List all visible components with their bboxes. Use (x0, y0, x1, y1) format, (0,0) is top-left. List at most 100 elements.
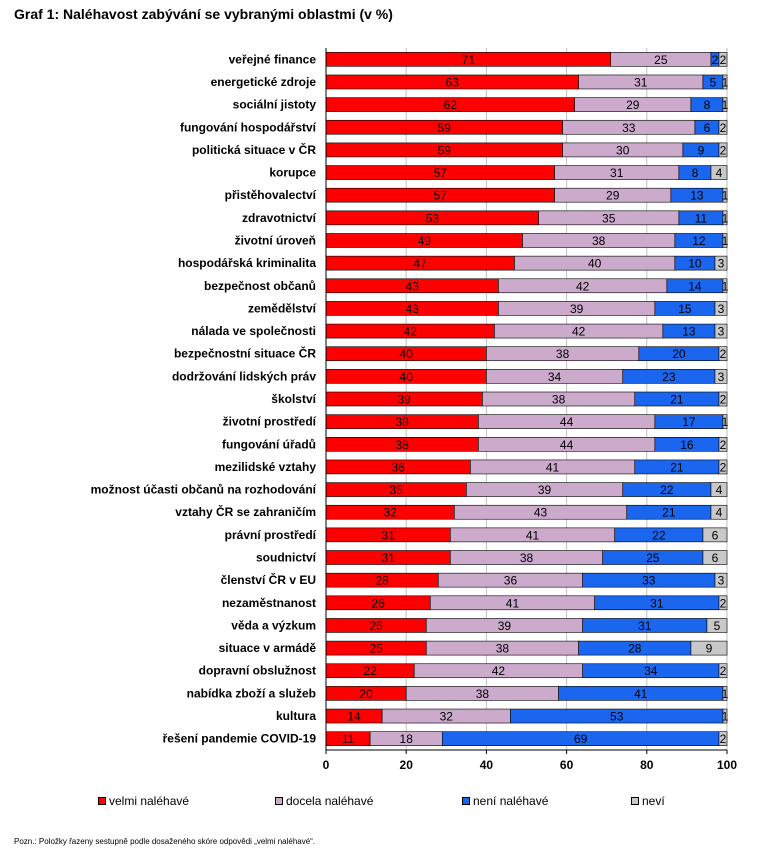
data-label: 3 (718, 370, 725, 384)
data-label: 31 (650, 596, 664, 610)
data-label: 1 (722, 279, 729, 293)
data-label: 41 (506, 596, 520, 610)
data-label: 42 (572, 325, 586, 339)
data-label: 40 (588, 257, 602, 271)
category-label: vztahy ČR se zahraničím (175, 504, 316, 519)
legend-item: není naléhavé (462, 794, 548, 808)
data-label: 10 (688, 257, 702, 271)
category-label: politická situace v ČR (192, 142, 316, 157)
data-label: 32 (383, 506, 397, 520)
legend-label: velmi naléhavé (109, 794, 190, 808)
bar-segment (706, 618, 728, 633)
bar-segment (722, 210, 728, 226)
x-tick-label: 0 (323, 758, 330, 772)
legend-swatch (98, 797, 106, 805)
category-label: kultura (276, 709, 316, 723)
data-label: 25 (369, 642, 383, 656)
data-label: 29 (626, 98, 640, 112)
data-label: 42 (576, 279, 590, 293)
data-label: 39 (570, 302, 584, 316)
legend-item: neví (631, 794, 665, 808)
data-label: 1 (722, 211, 729, 225)
data-label: 38 (396, 438, 410, 452)
data-label: 3 (718, 325, 725, 339)
footnote: Pozn.: Položky řazeny sestupně podle dos… (14, 837, 316, 846)
data-label: 47 (414, 257, 428, 271)
data-label: 62 (444, 98, 458, 112)
bar-segment (714, 255, 728, 271)
bar-segment (722, 686, 728, 701)
data-label: 17 (682, 415, 696, 429)
bar-segment (718, 731, 728, 746)
data-label: 29 (606, 189, 620, 203)
data-label: 23 (662, 370, 676, 384)
data-label: 9 (698, 143, 705, 157)
data-label: 53 (610, 710, 624, 724)
data-label: 12 (692, 234, 706, 248)
data-label: 41 (634, 687, 648, 701)
bar-segment (710, 165, 728, 180)
bar-segment (702, 527, 728, 543)
bars (325, 52, 728, 746)
data-label: 6 (712, 528, 719, 542)
data-label: 35 (389, 483, 403, 497)
bar-segment (722, 278, 728, 294)
data-label: 63 (446, 75, 460, 89)
chart-title: Graf 1: Naléhavost zabývání se vybranými… (14, 6, 393, 22)
data-label: 49 (418, 234, 432, 248)
category-label: nabídka zboží a služeb (187, 686, 316, 700)
bar-segment (722, 414, 728, 429)
bar-segment (690, 640, 728, 656)
data-label: 25 (369, 619, 383, 633)
data-label: 35 (602, 211, 616, 225)
legend: velmi naléhavé docela naléhavé není naléha… (0, 790, 780, 814)
data-label: 1 (722, 710, 729, 724)
data-label: 13 (682, 325, 696, 339)
data-label: 9 (706, 642, 713, 656)
category-label: dodržování lidských práv (172, 369, 316, 383)
data-label: 25 (654, 53, 668, 67)
data-label: 2 (720, 53, 727, 67)
data-label: 34 (548, 370, 562, 384)
data-label: 33 (642, 574, 656, 588)
category-label: bezpečnostní situace ČR (174, 346, 316, 361)
data-label: 39 (538, 483, 552, 497)
category-label: fungování úřadů (222, 437, 316, 451)
data-label: 38 (520, 551, 534, 565)
data-label: 38 (592, 234, 606, 248)
x-tick-label: 20 (400, 758, 414, 772)
data-label: 3 (718, 257, 725, 271)
category-label: životní úroveň (235, 233, 316, 247)
category-label: mezilidské vztahy (215, 460, 317, 474)
category-label: veřejné finance (229, 52, 317, 66)
data-label: 30 (616, 143, 630, 157)
bar-segment (714, 323, 728, 339)
bar-segment (718, 436, 728, 452)
legend-label: není naléhavé (473, 794, 549, 808)
data-label: 4 (716, 483, 723, 497)
data-label: 22 (660, 483, 674, 497)
legend-swatch (631, 797, 639, 805)
data-label: 2 (720, 393, 727, 407)
x-tick-label: 40 (480, 758, 494, 772)
data-label: 31 (381, 528, 395, 542)
bar-segment (718, 142, 728, 158)
data-label: 2 (712, 53, 719, 67)
bar-segment (714, 369, 728, 384)
bar-segment (710, 504, 728, 520)
category-label: nezaměstnanost (222, 596, 316, 610)
data-label: 4 (716, 166, 723, 180)
legend-label: neví (642, 794, 665, 808)
data-label: 43 (406, 279, 420, 293)
category-label: situace v armádě (219, 641, 317, 655)
legend-label: docela naléhavé (286, 794, 374, 808)
data-label: 20 (672, 347, 686, 361)
data-label: 40 (400, 347, 414, 361)
bar-segment (718, 52, 728, 67)
bar-segment (718, 391, 728, 407)
data-label: 2 (720, 438, 727, 452)
data-label: 41 (526, 528, 540, 542)
x-tick-label: 80 (640, 758, 654, 772)
